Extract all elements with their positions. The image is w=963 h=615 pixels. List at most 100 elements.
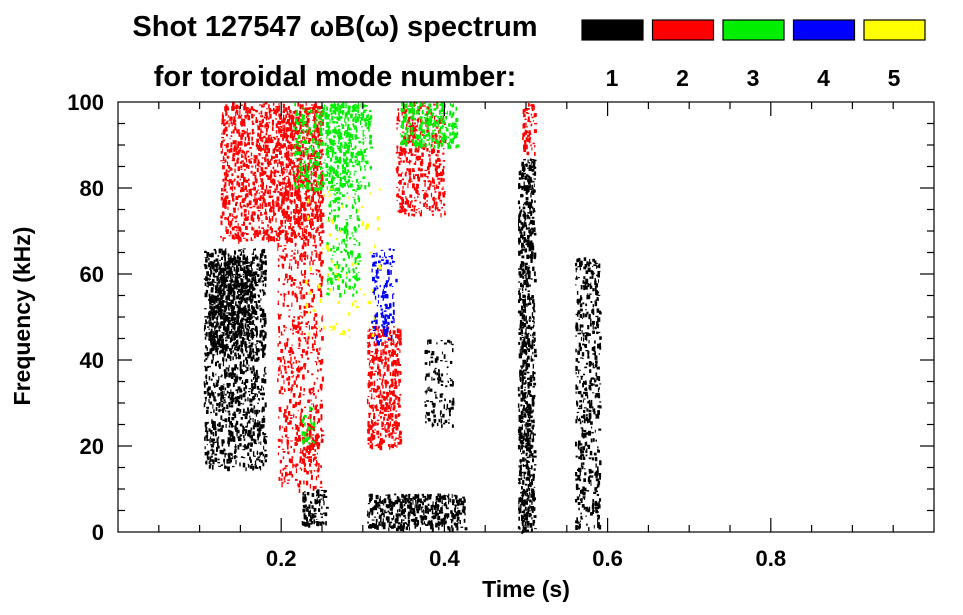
spectrum-point xyxy=(519,336,522,341)
spectrum-point xyxy=(290,142,292,144)
spectrum-point xyxy=(262,192,266,196)
spectrum-point xyxy=(237,311,240,314)
spectrum-point xyxy=(591,426,593,429)
spectrum-point xyxy=(211,295,214,299)
spectrum-point xyxy=(256,138,259,143)
spectrum-point xyxy=(582,399,584,403)
spectrum-point xyxy=(531,421,534,423)
spectrum-point xyxy=(521,496,524,501)
spectrum-point xyxy=(596,331,598,334)
spectrum-point xyxy=(522,441,525,444)
spectrum-point xyxy=(240,349,242,352)
spectrum-point xyxy=(579,494,581,497)
spectrum-point xyxy=(596,470,599,476)
spectrum-point xyxy=(531,488,534,494)
spectrum-point xyxy=(233,342,236,347)
spectrum-point xyxy=(583,381,586,384)
spectrum-point xyxy=(243,332,246,334)
spectrum-point xyxy=(297,170,299,173)
spectrum-point xyxy=(306,492,310,496)
spectrum-point xyxy=(432,501,434,506)
spectrum-point xyxy=(523,476,525,479)
spectrum-point xyxy=(210,296,213,302)
spectrum-point xyxy=(583,380,585,385)
spectrum-point xyxy=(527,363,530,368)
spectrum-point xyxy=(316,497,318,500)
spectrum-point xyxy=(240,278,244,283)
spectrum-point xyxy=(526,347,528,351)
spectrum-point xyxy=(575,366,578,371)
spectrum-point xyxy=(518,342,521,345)
spectrum-point xyxy=(236,266,239,268)
spectrum-point xyxy=(522,500,525,502)
spectrum-point xyxy=(530,253,532,259)
spectrum-point xyxy=(254,324,256,326)
spectrum-point xyxy=(256,268,259,270)
spectrum-point xyxy=(583,456,586,460)
spectrum-point xyxy=(530,493,533,498)
spectrum-point xyxy=(223,390,225,396)
spectrum-point xyxy=(415,500,417,505)
spectrum-point xyxy=(228,181,230,186)
spectrum-point xyxy=(521,242,524,247)
spectrum-point xyxy=(518,177,522,180)
spectrum-point xyxy=(519,324,522,329)
spectrum-point xyxy=(522,480,525,485)
spectrum-point xyxy=(582,415,586,418)
spectrum-point xyxy=(530,382,532,386)
spectrum-point xyxy=(285,200,288,202)
spectrum-point xyxy=(445,520,447,524)
spectrum-point xyxy=(395,500,399,505)
spectrum-point xyxy=(526,488,529,493)
spectrum-point xyxy=(255,345,257,349)
spectrum-point xyxy=(242,430,245,435)
spectrum-point xyxy=(303,193,307,195)
spectrum-point xyxy=(271,228,273,233)
spectrum-point xyxy=(240,187,243,190)
spectrum-point xyxy=(313,171,316,177)
spectrum-point xyxy=(527,413,529,416)
spectrum-point xyxy=(520,231,523,236)
spectrum-point xyxy=(592,324,594,330)
spectrum-point xyxy=(518,299,522,302)
spectrum-point xyxy=(207,456,209,461)
spectrum-point xyxy=(591,457,595,461)
spectrum-point xyxy=(381,500,384,504)
spectrum-point xyxy=(242,414,246,416)
spectrum-point xyxy=(594,278,596,283)
spectrum-point xyxy=(275,111,277,115)
spectrum-point xyxy=(595,364,597,368)
spectrum-point xyxy=(241,154,243,158)
spectrum-point xyxy=(260,451,264,455)
spectrum-point xyxy=(586,523,588,526)
spectrum-point xyxy=(223,288,225,292)
spectrum-point xyxy=(291,146,294,150)
spectrum-point xyxy=(311,493,315,497)
spectrum-point xyxy=(214,327,217,329)
spectrum-point xyxy=(218,299,221,302)
spectrum-point xyxy=(575,268,577,273)
spectrum-point xyxy=(520,397,524,402)
spectrum-point xyxy=(529,484,532,488)
spectrum-point xyxy=(255,109,258,113)
spectrum-point xyxy=(520,234,523,239)
spectrum-point xyxy=(203,403,206,408)
spectrum-point xyxy=(408,505,410,507)
spectrum-point xyxy=(217,310,220,314)
spectrum-point xyxy=(525,197,529,201)
spectrum-point xyxy=(227,115,229,118)
spectrum-point xyxy=(242,258,245,261)
spectrum-point xyxy=(211,322,214,328)
spectrum-point xyxy=(245,270,249,274)
spectrum-point xyxy=(582,450,585,454)
spectrum-point xyxy=(234,162,237,167)
spectrum-point xyxy=(441,500,443,505)
spectrum-point xyxy=(528,318,530,322)
spectrum-point xyxy=(247,407,249,411)
spectrum-point xyxy=(225,270,229,275)
spectrum-point xyxy=(229,212,232,217)
spectrum-point xyxy=(522,165,526,168)
spectrum-point xyxy=(213,316,215,318)
spectrum-point xyxy=(582,332,585,337)
spectrum-point xyxy=(403,508,407,513)
